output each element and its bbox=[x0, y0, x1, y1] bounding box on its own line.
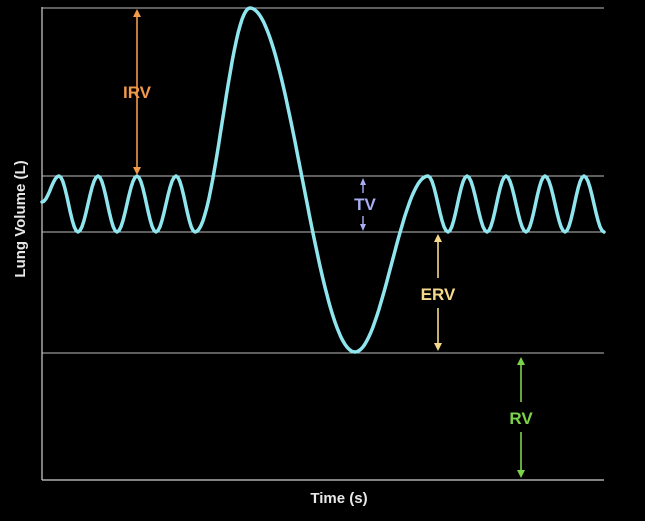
tv-label: TV bbox=[354, 195, 376, 214]
irv-arrow bbox=[133, 9, 141, 175]
tv-arrow bbox=[360, 178, 366, 231]
rv-arrow bbox=[517, 357, 525, 478]
erv-label: ERV bbox=[421, 285, 456, 304]
y-axis-label: Lung Volume (L) bbox=[12, 160, 29, 277]
erv-arrow bbox=[434, 234, 442, 351]
rv-label: RV bbox=[509, 409, 533, 428]
irv-label: IRV bbox=[123, 83, 152, 102]
x-axis-label: Time (s) bbox=[310, 490, 367, 507]
lung-volume-curve bbox=[40, 6, 606, 354]
